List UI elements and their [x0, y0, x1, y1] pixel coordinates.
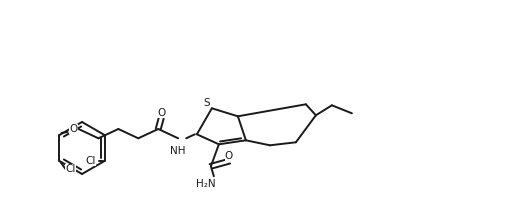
- Text: H₂N: H₂N: [196, 179, 216, 189]
- Text: O: O: [225, 151, 233, 161]
- Text: S: S: [204, 98, 210, 108]
- Text: Cl: Cl: [86, 156, 96, 166]
- Text: NH: NH: [171, 146, 186, 156]
- Text: O: O: [157, 108, 165, 118]
- Text: O: O: [69, 124, 78, 134]
- Text: Cl: Cl: [65, 164, 76, 174]
